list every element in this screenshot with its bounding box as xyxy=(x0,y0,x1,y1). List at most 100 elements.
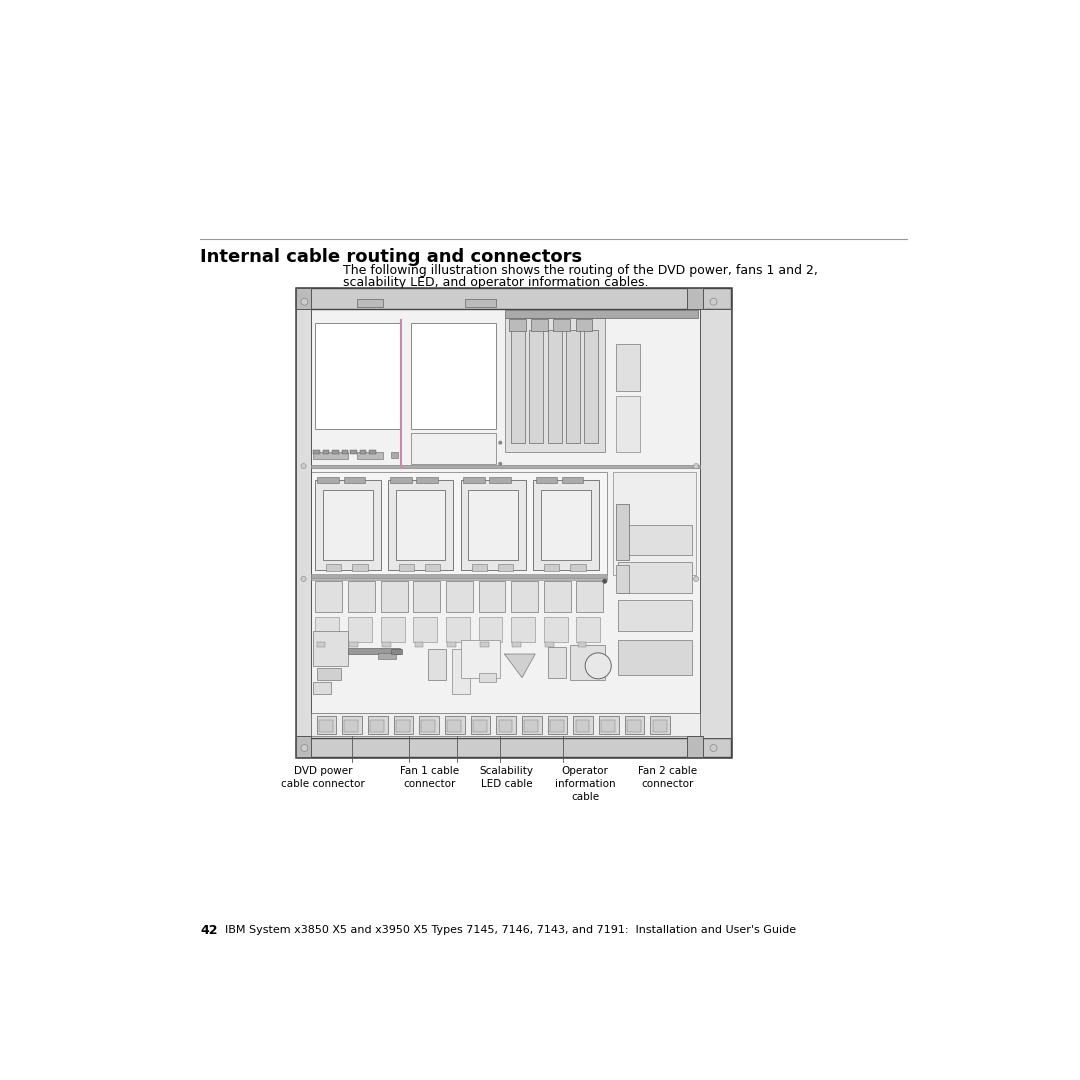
Bar xyxy=(701,309,731,738)
Bar xyxy=(316,643,325,647)
Bar xyxy=(545,643,554,647)
Bar xyxy=(296,287,731,309)
Bar xyxy=(356,453,382,459)
Circle shape xyxy=(693,463,699,469)
Bar xyxy=(345,720,359,732)
Bar xyxy=(411,323,496,429)
Bar xyxy=(380,581,407,611)
Circle shape xyxy=(301,744,308,752)
Bar xyxy=(453,649,470,694)
Bar xyxy=(395,489,445,561)
Circle shape xyxy=(301,298,308,306)
Bar xyxy=(511,329,525,443)
Bar xyxy=(318,477,339,483)
Circle shape xyxy=(693,577,699,581)
Bar xyxy=(311,578,607,580)
Bar xyxy=(618,640,692,675)
Bar xyxy=(512,643,522,647)
Bar xyxy=(349,643,357,647)
Bar xyxy=(352,564,367,571)
Bar xyxy=(478,673,496,683)
Bar xyxy=(616,395,639,453)
Bar xyxy=(650,716,670,734)
Bar xyxy=(576,319,592,330)
Bar xyxy=(511,617,535,643)
Bar xyxy=(369,450,376,454)
Polygon shape xyxy=(504,654,535,677)
Bar xyxy=(584,329,598,443)
Bar xyxy=(313,631,348,666)
Bar xyxy=(391,453,399,458)
Text: Scalability
LED cable: Scalability LED cable xyxy=(480,766,534,789)
Bar xyxy=(509,319,526,330)
Bar xyxy=(311,472,607,576)
Bar xyxy=(688,287,703,309)
Bar xyxy=(602,720,616,732)
Bar xyxy=(544,617,568,643)
Bar xyxy=(618,600,692,631)
Bar xyxy=(463,477,485,483)
Bar xyxy=(549,647,566,677)
Bar xyxy=(318,669,341,680)
Bar xyxy=(618,525,692,555)
Bar xyxy=(323,450,329,454)
Circle shape xyxy=(603,580,607,583)
Bar xyxy=(531,319,548,330)
Text: Operator
information
cable: Operator information cable xyxy=(555,766,616,802)
Bar xyxy=(393,716,414,734)
Bar xyxy=(469,489,518,561)
Bar xyxy=(688,737,703,757)
Bar xyxy=(311,575,607,578)
Bar xyxy=(616,345,639,391)
Bar xyxy=(296,309,311,738)
Circle shape xyxy=(499,442,501,444)
Bar xyxy=(562,477,583,483)
Bar xyxy=(446,581,473,611)
Bar xyxy=(313,450,320,454)
Bar xyxy=(461,481,526,569)
Bar xyxy=(424,564,441,571)
Bar xyxy=(553,319,570,330)
Bar xyxy=(415,643,423,647)
Bar xyxy=(429,649,446,680)
Bar xyxy=(348,648,401,654)
Bar xyxy=(497,716,516,734)
Bar xyxy=(395,720,409,732)
Bar xyxy=(343,477,365,483)
Bar xyxy=(350,450,356,454)
Bar xyxy=(296,738,731,757)
Bar xyxy=(421,720,435,732)
Bar xyxy=(499,720,512,732)
Bar xyxy=(445,716,464,734)
Bar xyxy=(348,581,375,611)
Bar xyxy=(578,643,586,647)
Bar xyxy=(570,564,585,571)
Bar xyxy=(388,481,454,569)
Bar xyxy=(618,563,692,593)
Bar xyxy=(368,716,388,734)
Bar xyxy=(498,564,513,571)
Text: 42: 42 xyxy=(200,923,218,937)
Bar xyxy=(342,716,362,734)
Bar xyxy=(550,720,564,732)
Bar xyxy=(616,503,629,561)
Bar xyxy=(419,716,438,734)
Bar xyxy=(319,720,333,732)
Bar xyxy=(313,453,348,459)
Bar xyxy=(296,737,311,757)
Bar xyxy=(311,464,701,469)
Circle shape xyxy=(499,462,501,465)
Bar xyxy=(566,329,580,443)
Circle shape xyxy=(585,653,611,679)
Bar xyxy=(382,643,391,647)
Circle shape xyxy=(301,463,306,469)
Bar xyxy=(313,683,330,694)
Bar xyxy=(342,450,349,454)
Bar xyxy=(613,472,697,576)
Bar xyxy=(480,643,488,647)
Bar xyxy=(529,329,543,443)
Bar xyxy=(323,489,373,561)
Circle shape xyxy=(710,298,717,306)
Bar xyxy=(570,645,605,680)
Bar xyxy=(541,489,591,561)
